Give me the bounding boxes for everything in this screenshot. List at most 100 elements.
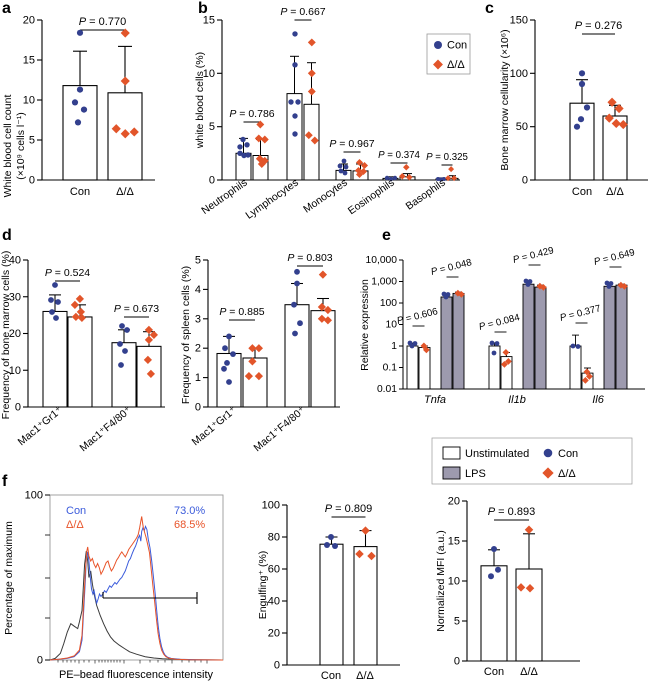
svg-text:P = 0.649: P = 0.649 — [593, 247, 636, 268]
svg-text:1: 1 — [391, 341, 397, 352]
svg-text:5: 5 — [209, 121, 215, 133]
svg-text:f: f — [2, 473, 8, 490]
svg-text:Δ/Δ: Δ/Δ — [356, 670, 374, 682]
svg-text:15: 15 — [23, 55, 35, 67]
svg-text:P = 0.429: P = 0.429 — [512, 245, 555, 266]
svg-text:Δ/Δ: Δ/Δ — [558, 468, 576, 480]
svg-text:Bone marrow cellularity (×10⁶): Bone marrow cellularity (×10⁶) — [499, 29, 511, 170]
svg-text:0: 0 — [522, 175, 528, 187]
svg-text:Con: Con — [572, 186, 592, 198]
svg-text:P = 0.276: P = 0.276 — [575, 20, 622, 32]
svg-text:Tnfa: Tnfa — [424, 394, 446, 406]
svg-text:Δ/Δ: Δ/Δ — [606, 186, 624, 198]
svg-text:P = 0.770: P = 0.770 — [79, 16, 126, 28]
svg-text:Unstimulated: Unstimulated — [465, 448, 529, 460]
svg-text:Mac1⁺F4/80⁺: Mac1⁺F4/80⁺ — [251, 404, 308, 454]
svg-text:3: 3 — [195, 313, 201, 325]
svg-text:P = 0.885: P = 0.885 — [219, 306, 264, 318]
svg-text:80: 80 — [268, 532, 280, 544]
svg-text:5: 5 — [29, 135, 35, 147]
svg-text:10: 10 — [448, 576, 460, 588]
svg-text:0: 0 — [195, 402, 201, 414]
svg-text:e: e — [382, 227, 391, 244]
svg-text:P = 0.084: P = 0.084 — [478, 312, 522, 333]
svg-text:P = 0.606: P = 0.606 — [396, 306, 439, 327]
svg-text:68.5%: 68.5% — [174, 519, 205, 531]
svg-text:73.0%: 73.0% — [174, 505, 205, 517]
svg-text:P = 0.893: P = 0.893 — [488, 506, 535, 518]
svg-text:Mac1⁺Gr1⁺: Mac1⁺Gr1⁺ — [16, 404, 66, 448]
svg-text:Δ/Δ: Δ/Δ — [116, 186, 134, 198]
svg-text:P = 0.048: P = 0.048 — [430, 257, 473, 278]
svg-text:Engulfing⁺ (%): Engulfing⁺ (%) — [257, 551, 269, 620]
svg-text:0.01: 0.01 — [377, 384, 397, 395]
svg-text:Con: Con — [447, 40, 467, 52]
svg-text:0: 0 — [15, 402, 21, 414]
svg-text:P = 0.967: P = 0.967 — [329, 138, 374, 150]
svg-text:4: 4 — [195, 284, 201, 296]
svg-text:Con: Con — [321, 670, 341, 682]
svg-text:1: 1 — [195, 372, 201, 384]
svg-text:150: 150 — [510, 15, 528, 27]
svg-text:60: 60 — [268, 564, 280, 576]
svg-text:Con: Con — [66, 505, 86, 517]
svg-text:P = 0.803: P = 0.803 — [287, 252, 332, 264]
svg-text:P = 0.786: P = 0.786 — [229, 108, 274, 120]
svg-text:20: 20 — [448, 496, 460, 508]
svg-text:a: a — [2, 0, 11, 17]
svg-text:Neutrophils: Neutrophils — [199, 177, 249, 217]
svg-text:Con: Con — [558, 448, 578, 460]
svg-text:Δ/Δ: Δ/Δ — [66, 519, 84, 531]
svg-text:100: 100 — [262, 500, 280, 512]
svg-text:100: 100 — [380, 298, 397, 309]
svg-text:20: 20 — [23, 15, 35, 27]
svg-text:P = 0.667: P = 0.667 — [280, 6, 325, 18]
svg-text:0: 0 — [29, 175, 35, 187]
svg-text:Δ/Δ: Δ/Δ — [447, 59, 465, 71]
svg-text:PE–bead fluorescence intensity: PE–bead fluorescence intensity — [59, 669, 214, 681]
svg-text:1,000: 1,000 — [371, 277, 397, 288]
svg-text:Il6: Il6 — [592, 394, 605, 406]
svg-text:5: 5 — [195, 255, 201, 267]
svg-text:Basophils: Basophils — [404, 177, 448, 213]
svg-text:0: 0 — [209, 175, 215, 187]
svg-text:20: 20 — [268, 628, 280, 640]
svg-text:d: d — [2, 227, 12, 244]
svg-text:Frequency of bone marrow cells: Frequency of bone marrow cells (%) — [0, 251, 12, 420]
svg-text:0: 0 — [454, 656, 460, 668]
svg-text:Mac1⁺F4/80⁺: Mac1⁺F4/80⁺ — [77, 404, 134, 454]
svg-text:10,000: 10,000 — [366, 255, 398, 266]
svg-text:(×10⁹ cells l⁻¹): (×10⁹ cells l⁻¹) — [15, 112, 27, 180]
svg-text:0.1: 0.1 — [383, 363, 398, 374]
svg-text:c: c — [485, 0, 494, 17]
svg-text:White blood cell count: White blood cell count — [2, 95, 14, 198]
svg-text:Lymphocytes: Lymphocytes — [243, 177, 300, 222]
svg-text:white blood cells (%): white blood cells (%) — [194, 52, 206, 149]
svg-text:P = 0.809: P = 0.809 — [325, 503, 372, 515]
svg-text:Normalized MFI (a.u.): Normalized MFI (a.u.) — [435, 530, 447, 632]
svg-text:100: 100 — [25, 490, 43, 502]
svg-text:Con: Con — [484, 666, 504, 678]
svg-text:Il1b: Il1b — [508, 394, 526, 406]
svg-text:Relative expression: Relative expression — [359, 279, 371, 371]
svg-text:15: 15 — [203, 15, 215, 27]
svg-text:P = 0.673: P = 0.673 — [114, 303, 159, 315]
svg-text:100: 100 — [510, 68, 528, 80]
svg-text:Frequency of spleen cells (%): Frequency of spleen cells (%) — [180, 266, 192, 404]
svg-text:2: 2 — [195, 343, 201, 355]
svg-text:Percentage of maximum: Percentage of maximum — [3, 521, 15, 635]
svg-text:40: 40 — [268, 596, 280, 608]
svg-text:10: 10 — [386, 320, 398, 331]
svg-text:10: 10 — [23, 95, 35, 107]
svg-text:LPS: LPS — [465, 468, 486, 480]
svg-text:Con: Con — [70, 186, 90, 198]
svg-text:0: 0 — [37, 655, 43, 667]
svg-text:15: 15 — [448, 536, 460, 548]
svg-text:P = 0.524: P = 0.524 — [45, 267, 90, 279]
svg-text:Monocytes: Monocytes — [301, 177, 349, 216]
svg-text:P = 0.374: P = 0.374 — [378, 150, 420, 161]
svg-text:0: 0 — [274, 660, 280, 672]
svg-text:50: 50 — [516, 121, 528, 133]
svg-text:P = 0.377: P = 0.377 — [559, 303, 602, 324]
svg-text:5: 5 — [454, 616, 460, 628]
